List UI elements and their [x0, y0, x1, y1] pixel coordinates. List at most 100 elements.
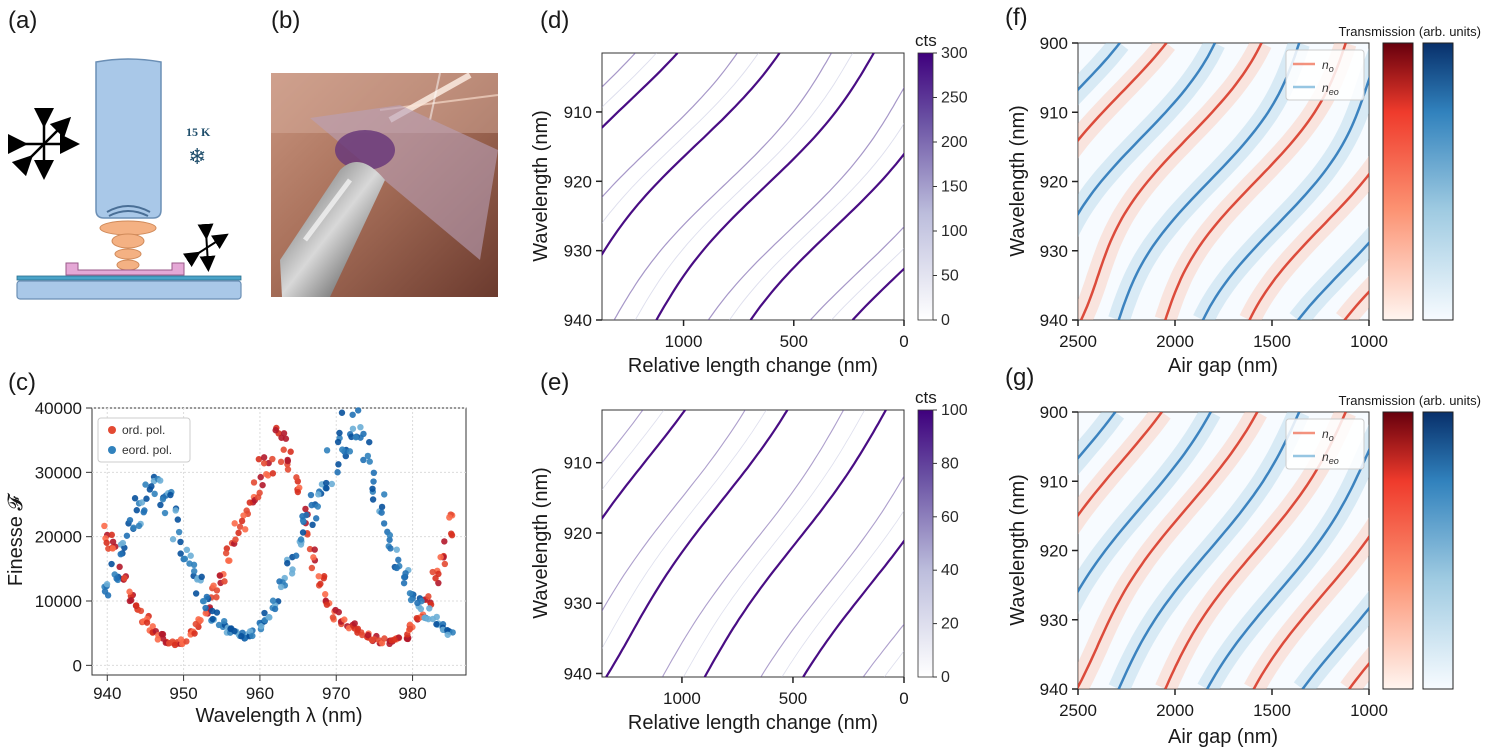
scatter-point	[308, 501, 315, 509]
scatter-point	[177, 550, 184, 557]
scatter-point	[240, 512, 247, 519]
x-tick-label: 950	[169, 684, 197, 703]
scatter-point	[223, 545, 231, 552]
mode-line	[602, 410, 665, 491]
x-tick-label: 1000	[1350, 701, 1388, 720]
scatter-point	[174, 516, 182, 523]
scatter-point	[101, 522, 108, 530]
colorbar-f-blues	[1422, 42, 1454, 321]
mode-line	[1297, 241, 1369, 320]
measured-map-e: 1000 500 0 910 920 930 940 0 20 40 60 80 100 cts Re…	[530, 388, 968, 734]
legend-marker-ord	[108, 426, 116, 434]
scatter-point	[123, 532, 131, 539]
sample-photo	[271, 72, 499, 297]
mode-line	[1078, 412, 1259, 689]
scatter-point	[354, 407, 362, 414]
transmission-band	[879, 412, 1059, 689]
colorbar-g-reds	[1382, 411, 1414, 690]
scatter-point	[400, 579, 408, 587]
scatter-point	[126, 588, 133, 595]
scatter-point	[269, 470, 277, 477]
x-tick-label: 1000	[1350, 332, 1388, 351]
mode-line	[1079, 43, 1263, 320]
scatter-point	[177, 636, 185, 643]
scatter-point	[449, 629, 456, 636]
scatter-point	[231, 520, 238, 527]
colorbar-tick-label: 50	[941, 268, 959, 285]
scatter-point	[370, 469, 378, 477]
scatter-point	[242, 526, 249, 533]
scatter-point	[271, 605, 279, 613]
scatter-point	[349, 425, 357, 432]
y-tick-label: 0	[73, 656, 82, 675]
scatter-point	[261, 609, 268, 617]
scatter-point	[393, 546, 400, 553]
scatter-point	[238, 517, 246, 525]
colorbar-f-label: Transmission (arb. units)	[1338, 24, 1481, 39]
x-tick-label: 0	[899, 332, 908, 351]
scatter-point	[272, 427, 279, 434]
mode-line	[831, 247, 904, 320]
mode-line	[879, 43, 1059, 320]
scatter-point	[103, 539, 110, 546]
scatter-point	[435, 579, 442, 587]
scatter-point	[414, 599, 421, 607]
schematic-setup: 15 K ❄	[8, 58, 242, 300]
mode-line	[862, 623, 904, 677]
scatter-point	[246, 499, 254, 506]
scatter-point	[195, 616, 202, 623]
colorbar-tick-label: 0	[941, 312, 950, 329]
scatter-point	[235, 529, 242, 537]
scatter-point	[280, 446, 287, 453]
substrate-layer	[16, 275, 242, 281]
scatter-point	[287, 448, 294, 455]
x-tick-label: 940	[93, 684, 121, 703]
colorbar-e-label: cts	[915, 388, 937, 407]
scatter-point	[192, 590, 200, 597]
mode-line	[1248, 172, 1369, 320]
scatter-point	[323, 485, 330, 492]
scatter-point	[308, 564, 316, 572]
mode-line	[884, 650, 904, 677]
scatter-point	[391, 636, 398, 643]
scatter-point	[284, 560, 291, 567]
scatter-point	[250, 479, 258, 486]
scatter-point	[299, 529, 307, 536]
colorbar-d	[917, 52, 934, 321]
scatter-point	[310, 554, 317, 561]
scatter-point	[315, 573, 322, 580]
scatter-point	[437, 553, 444, 561]
mode-line	[683, 410, 866, 677]
panel-label-b: (b)	[271, 7, 300, 34]
scatter-point	[143, 495, 150, 502]
finesse-ylabel: Finesse 𝓕	[5, 493, 27, 587]
beam-ellipse	[111, 233, 145, 249]
mode-line	[1078, 43, 1168, 143]
y-tick-label: 10000	[35, 592, 82, 611]
scatter-point	[413, 614, 420, 622]
scatter-point	[323, 447, 331, 454]
scatter-point	[109, 545, 116, 552]
colorbar-f-reds	[1382, 42, 1414, 321]
x-tick-label: 1500	[1253, 701, 1291, 720]
mode-line	[760, 475, 904, 677]
mode-line	[613, 53, 833, 320]
y-tick-label: 900	[1040, 403, 1068, 422]
scatter-point	[192, 620, 199, 628]
scatter-point	[381, 635, 388, 642]
x-tick-label: 0	[899, 689, 908, 708]
legend-marker-eord	[108, 446, 116, 454]
scatter-point	[349, 411, 356, 418]
scatter-point	[258, 623, 265, 630]
mode-line	[602, 410, 644, 464]
scatter-point	[294, 488, 302, 496]
scatter-point	[354, 625, 362, 632]
scatter-point	[186, 560, 193, 567]
mode-line	[703, 410, 887, 677]
scatter-point	[360, 430, 367, 438]
mode-line	[1078, 412, 1163, 518]
panel-label-g: (g)	[1005, 364, 1034, 391]
scatter-point	[198, 573, 205, 581]
